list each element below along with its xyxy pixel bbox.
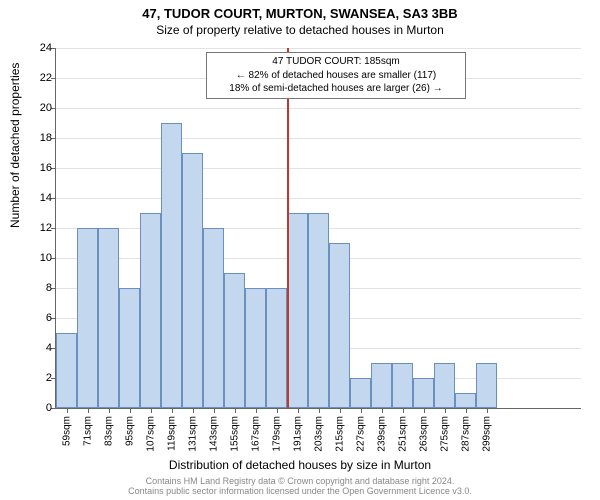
ytick-label: 16 bbox=[22, 162, 52, 174]
histogram-bar bbox=[413, 378, 434, 408]
histogram-bar bbox=[98, 228, 119, 408]
histogram-bar bbox=[56, 333, 77, 408]
annotation-box: 47 TUDOR COURT: 185sqm← 82% of detached … bbox=[206, 52, 466, 99]
gridline bbox=[56, 198, 581, 199]
xtick-label: 83sqm bbox=[103, 416, 114, 446]
histogram-bar bbox=[245, 288, 266, 408]
xtick-label: 251sqm bbox=[397, 416, 408, 452]
xtick-label: 287sqm bbox=[460, 416, 471, 452]
ytick-label: 12 bbox=[22, 222, 52, 234]
histogram-bar bbox=[329, 243, 350, 408]
histogram-bar bbox=[434, 363, 455, 408]
ytick-label: 18 bbox=[22, 132, 52, 144]
ytick-label: 10 bbox=[22, 252, 52, 264]
xtick-label: 263sqm bbox=[418, 416, 429, 452]
ytick-label: 20 bbox=[22, 102, 52, 114]
xtick-label: 95sqm bbox=[124, 416, 135, 446]
ytick-label: 8 bbox=[22, 282, 52, 294]
histogram-bar bbox=[224, 273, 245, 408]
ytick-label: 24 bbox=[22, 42, 52, 54]
xtick-mark bbox=[361, 408, 362, 413]
xtick-mark bbox=[319, 408, 320, 413]
xtick-mark bbox=[445, 408, 446, 413]
xtick-mark bbox=[340, 408, 341, 413]
ytick-label: 2 bbox=[22, 372, 52, 384]
histogram-bar bbox=[476, 363, 497, 408]
xtick-mark bbox=[172, 408, 173, 413]
histogram-bar bbox=[266, 288, 287, 408]
xtick-label: 227sqm bbox=[355, 416, 366, 452]
xtick-label: 167sqm bbox=[250, 416, 261, 452]
histogram-bar bbox=[77, 228, 98, 408]
xtick-label: 155sqm bbox=[229, 416, 240, 452]
histogram-bar bbox=[161, 123, 182, 408]
chart-container: 47, TUDOR COURT, MURTON, SWANSEA, SA3 3B… bbox=[0, 0, 600, 500]
xtick-mark bbox=[214, 408, 215, 413]
ytick-label: 4 bbox=[22, 342, 52, 354]
xtick-label: 191sqm bbox=[292, 416, 303, 452]
xtick-label: 119sqm bbox=[166, 416, 177, 451]
xtick-mark bbox=[277, 408, 278, 413]
xtick-mark bbox=[298, 408, 299, 413]
footnote: Contains HM Land Registry data © Crown c… bbox=[0, 476, 600, 496]
xtick-mark bbox=[235, 408, 236, 413]
ytick-label: 22 bbox=[22, 72, 52, 84]
xtick-mark bbox=[424, 408, 425, 413]
xtick-label: 299sqm bbox=[481, 416, 492, 452]
plot-area: 59sqm71sqm83sqm95sqm107sqm119sqm131sqm14… bbox=[55, 48, 581, 409]
histogram-bar bbox=[140, 213, 161, 408]
y-axis-label: Number of detached properties bbox=[8, 63, 22, 228]
histogram-bar bbox=[392, 363, 413, 408]
histogram-bar bbox=[203, 228, 224, 408]
gridline bbox=[56, 108, 581, 109]
xtick-mark bbox=[151, 408, 152, 413]
xtick-label: 59sqm bbox=[61, 416, 72, 446]
xtick-label: 275sqm bbox=[439, 416, 450, 452]
histogram-bar bbox=[308, 213, 329, 408]
xtick-label: 239sqm bbox=[376, 416, 387, 452]
xtick-mark bbox=[67, 408, 68, 413]
histogram-bar bbox=[119, 288, 140, 408]
xtick-mark bbox=[88, 408, 89, 413]
annotation-line: ← 82% of detached houses are smaller (11… bbox=[211, 69, 461, 83]
chart-title: 47, TUDOR COURT, MURTON, SWANSEA, SA3 3B… bbox=[0, 0, 600, 21]
gridline bbox=[56, 48, 581, 49]
x-axis-label: Distribution of detached houses by size … bbox=[0, 458, 600, 472]
histogram-bar bbox=[287, 213, 308, 408]
xtick-label: 131sqm bbox=[187, 416, 198, 452]
histogram-bar bbox=[371, 363, 392, 408]
xtick-label: 179sqm bbox=[271, 416, 282, 452]
xtick-label: 143sqm bbox=[208, 416, 219, 452]
annotation-line: 47 TUDOR COURT: 185sqm bbox=[211, 55, 461, 69]
xtick-label: 203sqm bbox=[313, 416, 324, 452]
xtick-label: 71sqm bbox=[82, 416, 93, 446]
histogram-bar bbox=[350, 378, 371, 408]
ytick-label: 14 bbox=[22, 192, 52, 204]
footnote-line-1: Contains HM Land Registry data © Crown c… bbox=[146, 476, 455, 486]
xtick-mark bbox=[487, 408, 488, 413]
ytick-label: 0 bbox=[22, 402, 52, 414]
annotation-line: 18% of semi-detached houses are larger (… bbox=[211, 82, 461, 96]
histogram-bar bbox=[455, 393, 476, 408]
xtick-label: 215sqm bbox=[334, 416, 345, 452]
xtick-mark bbox=[256, 408, 257, 413]
ytick-label: 6 bbox=[22, 312, 52, 324]
gridline bbox=[56, 168, 581, 169]
xtick-mark bbox=[130, 408, 131, 413]
chart-subtitle: Size of property relative to detached ho… bbox=[0, 21, 600, 37]
histogram-bar bbox=[182, 153, 203, 408]
xtick-mark bbox=[403, 408, 404, 413]
xtick-mark bbox=[466, 408, 467, 413]
marker-line bbox=[287, 48, 289, 408]
xtick-mark bbox=[193, 408, 194, 413]
xtick-mark bbox=[109, 408, 110, 413]
footnote-line-2: Contains public sector information licen… bbox=[128, 486, 472, 496]
gridline bbox=[56, 138, 581, 139]
xtick-mark bbox=[382, 408, 383, 413]
xtick-label: 107sqm bbox=[145, 416, 156, 452]
